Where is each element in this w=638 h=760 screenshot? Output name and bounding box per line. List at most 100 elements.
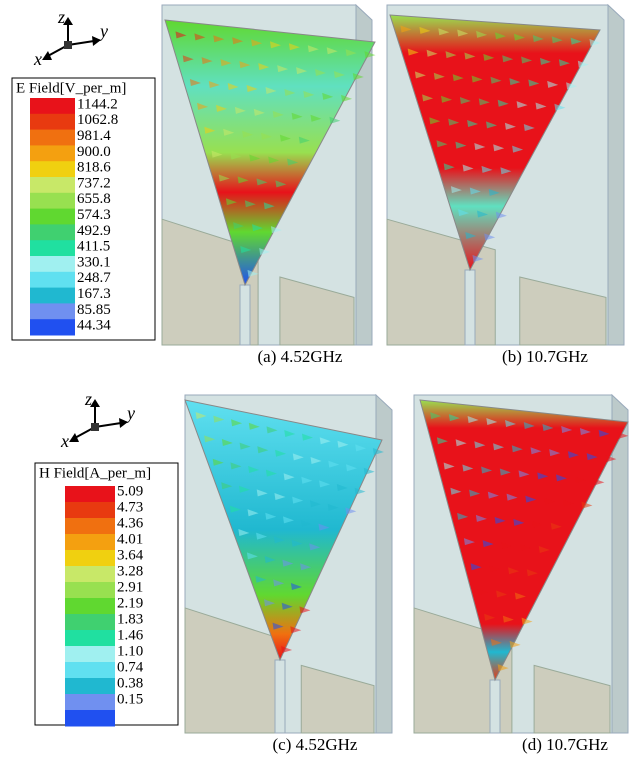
legend-swatch: [30, 161, 75, 178]
field-arrow: [189, 79, 201, 87]
field-arrow: [549, 449, 561, 457]
field-arrow: [273, 536, 285, 544]
field-arrow: [238, 529, 250, 536]
substrate-edge: [355, 3, 373, 346]
field-arrow: [319, 480, 331, 488]
axis-label: y: [98, 21, 108, 41]
field-arrow: [567, 451, 579, 459]
field-arrow: [225, 198, 237, 206]
field-arrow: [244, 200, 256, 208]
patch-field: [389, 14, 601, 272]
arrow-head: [69, 433, 79, 442]
field-arrow: [470, 563, 482, 571]
field-arrow: [352, 73, 364, 81]
field-arrow: [512, 145, 524, 153]
feed-line: [239, 284, 251, 346]
legend-value: 1.83: [117, 611, 143, 627]
field-arrow: [197, 102, 209, 110]
field-arrow: [341, 94, 353, 102]
field-arrow: [516, 101, 528, 109]
field-arrow: [484, 613, 496, 621]
field-arrow: [550, 522, 562, 530]
field-arrow: [363, 467, 375, 475]
field-arrow: [502, 55, 514, 63]
field-arrow: [337, 440, 349, 448]
field-arrow: [211, 150, 223, 158]
field-arrow: [469, 489, 481, 497]
field-arrow: [208, 81, 220, 89]
field-arrow: [495, 32, 506, 40]
legend-swatch: [65, 598, 115, 615]
field-arrow: [520, 544, 532, 552]
field-arrow: [257, 446, 269, 454]
field-arrow: [457, 512, 469, 520]
legend-value: 411.5: [77, 239, 110, 255]
substrate-edge: [607, 3, 625, 346]
field-arrow: [504, 122, 516, 130]
field-arrow: [319, 437, 331, 445]
field-arrow: [272, 110, 284, 118]
field-arrow: [523, 124, 535, 132]
field-arrow: [252, 224, 263, 232]
legend-value: 492.9: [77, 223, 111, 239]
field-plot: [183, 393, 398, 734]
caption: (c) 4.52GHz: [273, 735, 358, 754]
field-arrow: [429, 117, 441, 125]
field-arrow: [488, 188, 500, 196]
feed-line: [274, 659, 286, 734]
field-arrow: [220, 59, 232, 67]
field-arrow: [464, 52, 476, 60]
field-arrow: [309, 500, 321, 508]
caption: (b) 10.7GHz: [502, 347, 588, 366]
legend-swatch: [30, 287, 75, 304]
legend-swatch: [30, 129, 75, 146]
field-plot: [160, 3, 378, 346]
field-arrow: [345, 464, 357, 472]
field-arrow: [182, 55, 194, 63]
field-arrow: [554, 103, 566, 111]
field-arrow: [277, 65, 289, 73]
field-arrow: [256, 178, 268, 186]
field-arrow: [268, 156, 280, 164]
field-arrow: [300, 520, 312, 527]
legend-value: 818.6: [77, 160, 111, 176]
field-arrow: [538, 546, 550, 554]
legend-value: 981.4: [77, 128, 111, 144]
legend-swatch: [65, 582, 115, 599]
field-arrow: [574, 476, 586, 484]
field-arrow: [274, 493, 286, 500]
field-arrow: [336, 484, 348, 491]
field-arrow: [265, 512, 277, 520]
field-arrow: [558, 59, 570, 67]
legend-value: 2.91: [117, 579, 143, 595]
ground: [519, 276, 607, 346]
field-arrow: [318, 523, 330, 531]
field-arrow: [230, 462, 242, 470]
axis-label: z: [57, 7, 65, 27]
field-arrow: [486, 418, 498, 426]
field-arrow: [201, 57, 213, 65]
legend-value: 248.7: [77, 270, 111, 286]
field-arrow: [253, 108, 265, 116]
legend-value: 0.74: [117, 659, 144, 675]
legend-swatch: [65, 678, 115, 695]
field-arrow: [547, 80, 559, 88]
field-arrow: [477, 210, 488, 218]
field-arrow: [570, 37, 582, 45]
field-arrow: [264, 556, 276, 563]
field-arrow: [227, 83, 239, 91]
field-arrow: [284, 430, 296, 437]
field-arrow: [490, 76, 502, 84]
field-arrow: [452, 74, 464, 82]
legend-swatch: [30, 224, 75, 241]
field-arrow: [259, 247, 271, 255]
legend-value: 85.85: [77, 302, 111, 318]
field-arrow: [508, 567, 520, 575]
field-arrow: [233, 222, 245, 230]
field-arrow: [282, 559, 294, 567]
substrate-edge: [375, 393, 393, 734]
field-arrow: [221, 439, 233, 446]
origin: [64, 41, 72, 49]
field-arrow: [322, 92, 334, 100]
legend-swatch: [65, 534, 115, 551]
